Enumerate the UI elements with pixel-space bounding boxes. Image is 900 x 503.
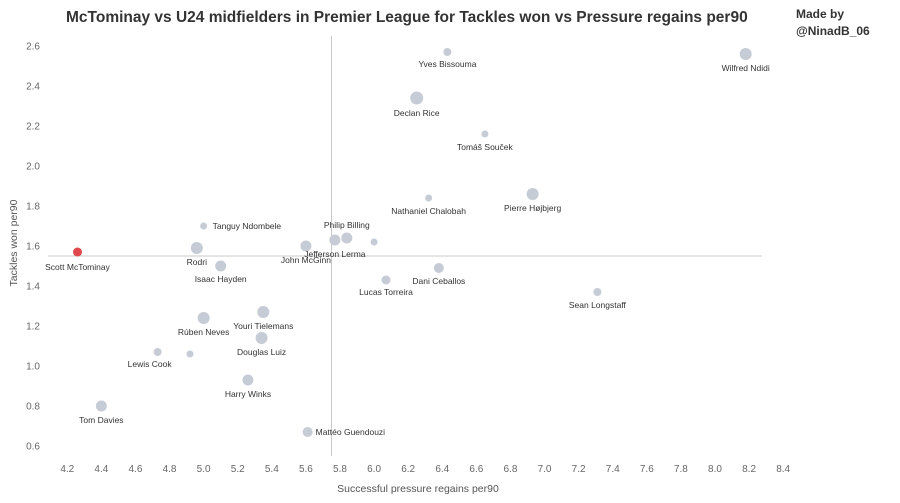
player-label: Yves Bissouma (418, 59, 476, 69)
x-tick-label: 7.0 (538, 464, 552, 475)
player-point (739, 48, 752, 60)
x-tick-label: 6.2 (401, 464, 415, 475)
player-label: Douglas Luiz (237, 347, 286, 357)
player-point (255, 332, 268, 344)
player-point (186, 350, 194, 358)
player-point (425, 194, 433, 202)
player-label: Harry Winks (225, 389, 271, 399)
x-tick-label: 6.4 (435, 464, 449, 475)
x-tick-label: 4.2 (60, 464, 74, 475)
player-label: Rodri (187, 257, 207, 267)
player-label: Wilfred Ndidi (722, 63, 770, 73)
x-tick-label: 7.6 (640, 464, 654, 475)
player-point (300, 240, 312, 252)
credit: Made by @NinadB_06 (796, 6, 870, 40)
y-tick-label: 1.0 (26, 362, 40, 373)
player-point (381, 275, 391, 285)
player-point (329, 234, 341, 246)
player-label: Pierre Højbjerg (504, 203, 561, 213)
x-tick-label: 4.8 (163, 464, 177, 475)
player-point (153, 348, 162, 356)
x-tick-label: 5.8 (333, 464, 347, 475)
point-labels: Scott McTominay Yves Bissouma Wilfred Ndid… (45, 59, 770, 437)
player-point (257, 306, 270, 318)
player-label: Rúben Neves (178, 327, 230, 337)
y-tick-label: 2.6 (26, 42, 40, 53)
player-point (95, 400, 107, 412)
player-point (443, 48, 452, 56)
player-label: John McGinn (281, 255, 331, 265)
player-label: Scott McTominay (45, 262, 110, 272)
credit-line-2: @NinadB_06 (796, 24, 870, 38)
player-point (593, 288, 602, 296)
y-tick-label: 1.8 (26, 202, 40, 213)
y-tick-label: 0.6 (26, 442, 40, 453)
x-tick-label: 7.4 (606, 464, 620, 475)
x-tick-label: 8.2 (742, 464, 756, 475)
player-point (197, 312, 210, 324)
x-tick-label: 7.2 (572, 464, 586, 475)
y-tick-label: 1.4 (26, 282, 40, 293)
player-point (190, 242, 203, 254)
x-tick-label: 7.8 (674, 464, 688, 475)
player-label: Lucas Torreira (359, 287, 413, 297)
y-tick-label: 2.4 (26, 82, 40, 93)
credit-line-1: Made by (796, 7, 845, 21)
y-tick-label: 2.0 (26, 162, 40, 173)
x-tick-label: 6.6 (469, 464, 483, 475)
player-label: Youri Tielemans (233, 321, 293, 331)
player-point (433, 263, 444, 273)
reference-lines (48, 36, 762, 456)
player-point (481, 130, 489, 138)
player-point (242, 374, 254, 386)
x-tick-label: 5.4 (265, 464, 279, 475)
chart-title: McTominay vs U24 midfielders in Premier … (66, 9, 748, 26)
x-tick-label: 6.8 (504, 464, 518, 475)
player-label: Declan Rice (394, 108, 440, 118)
x-tick-label: 4.4 (94, 464, 108, 475)
player-label: Sean Longstaff (569, 300, 627, 310)
x-tick-label: 4.6 (129, 464, 143, 475)
player-point (302, 427, 313, 437)
player-label: Isaac Hayden (195, 274, 247, 284)
y-tick-label: 1.6 (26, 242, 40, 253)
highlighted-player-point (73, 247, 82, 257)
player-point (200, 222, 208, 230)
player-label: Jefferson Lerma (304, 249, 366, 259)
x-tick-label: 8.4 (776, 464, 790, 475)
axis-ticks: 4.2 4.4 4.6 4.8 5.0 5.2 5.4 5.6 5.8 6.0 6.2 6.4 6.6 6… (26, 42, 790, 476)
player-label: Nathaniel Chalobah (391, 206, 466, 216)
player-point (526, 188, 539, 200)
player-point (370, 238, 378, 246)
x-tick-label: 5.6 (299, 464, 313, 475)
x-tick-label: 5.0 (197, 464, 211, 475)
player-point (410, 91, 424, 105)
y-tick-label: 2.2 (26, 122, 40, 133)
player-label: Dani Ceballos (412, 276, 465, 286)
player-label: Philip Billing (324, 220, 370, 230)
player-point (215, 260, 227, 272)
y-tick-label: 0.8 (26, 402, 40, 413)
y-axis-title: Tackles won per90 (8, 199, 20, 286)
player-label: Tanguy Ndombele (213, 221, 282, 231)
player-label: Tom Davies (79, 415, 123, 425)
x-tick-label: 8.0 (708, 464, 722, 475)
player-label: Mattéo Guendouzi (316, 427, 386, 437)
x-tick-label: 6.0 (367, 464, 381, 475)
y-tick-label: 1.2 (26, 322, 40, 333)
player-point (341, 232, 353, 244)
x-tick-label: 5.2 (231, 464, 245, 475)
player-label: Lewis Cook (128, 359, 173, 369)
data-points (73, 48, 752, 437)
x-axis-title: Successful pressure regains per90 (337, 483, 499, 495)
player-label: Tomáš Souček (457, 142, 513, 152)
